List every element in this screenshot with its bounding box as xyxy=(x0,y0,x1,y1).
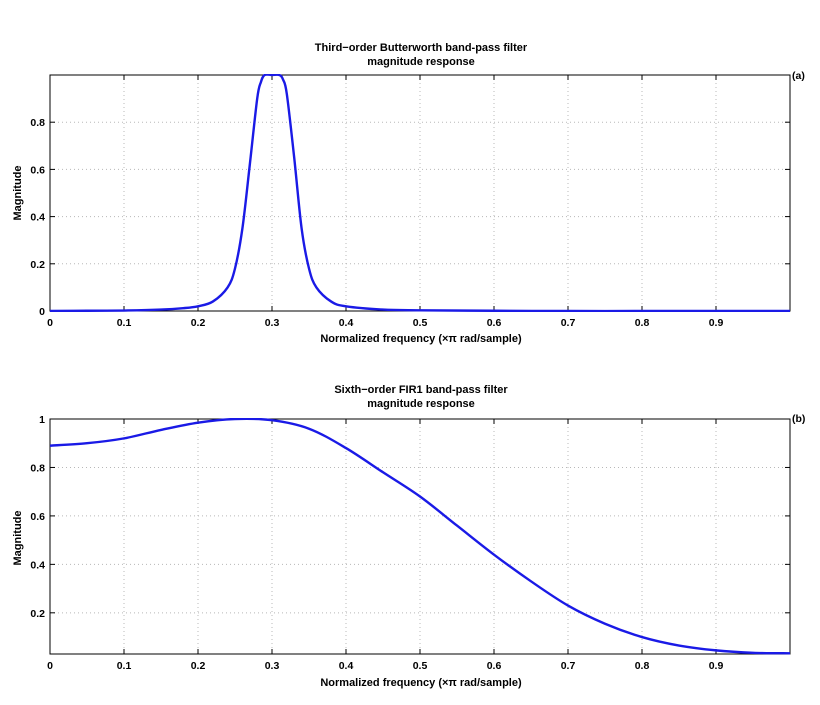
chart-b-y-tick-label-2: 0.6 xyxy=(30,511,45,523)
chart-a-x-tick-label-0: 0 xyxy=(47,317,53,329)
chart-b-y-tick-label-3: 0.8 xyxy=(30,462,45,474)
chart-a-x-axis-label: Normalized frequency (×π rad/sample) xyxy=(320,333,522,345)
panel-a: Third−order Butterworth band-pass filter… xyxy=(12,42,805,345)
chart-b-series-line-0 xyxy=(50,418,790,655)
chart-a-x-tick-label-1: 0.1 xyxy=(117,317,132,329)
chart-a-x-tick-label-9: 0.9 xyxy=(709,317,724,329)
chart-a-panel-tag: (a) xyxy=(792,70,805,82)
chart-b-y-tick-label-0: 0.2 xyxy=(30,608,45,620)
chart-b-x-tick-label-6: 0.6 xyxy=(487,660,502,672)
chart-b-y-axis-label: Magnitude xyxy=(12,511,24,566)
chart-b-panel-tag: (b) xyxy=(792,413,805,425)
chart-b-title-line-1: Sixth−order FIR1 band-pass filter xyxy=(334,384,508,396)
chart-b-x-tick-label-0: 0 xyxy=(47,660,53,672)
chart-b-x-tick-label-7: 0.7 xyxy=(561,660,576,672)
chart-b-x-tick-label-9: 0.9 xyxy=(709,660,724,672)
chart-b-y-tick-label-4: 1 xyxy=(39,414,45,426)
chart-b-x-tick-label-8: 0.8 xyxy=(635,660,650,672)
chart-a-y-tick-label-2: 0.4 xyxy=(30,212,45,224)
chart-a-x-tick-label-5: 0.5 xyxy=(413,317,428,329)
chart-a-title-line-2: magnitude response xyxy=(367,56,475,68)
chart-a-y-tick-label-4: 0.8 xyxy=(30,117,45,129)
chart-a-x-tick-label-8: 0.8 xyxy=(635,317,650,329)
chart-a-x-tick-label-2: 0.2 xyxy=(191,317,206,329)
chart-b-title-line-2: magnitude response xyxy=(367,398,475,410)
chart-a-series-line-0 xyxy=(50,74,790,312)
chart-a-x-tick-label-6: 0.6 xyxy=(487,317,502,329)
chart-a-y-tick-label-0: 0 xyxy=(39,306,45,318)
chart-b-x-tick-label-4: 0.4 xyxy=(339,660,354,672)
panel-b: Sixth−order FIR1 band-pass filter magnit… xyxy=(12,384,805,689)
chart-b-x-tick-label-5: 0.5 xyxy=(413,660,428,672)
chart-a-x-tick-label-3: 0.3 xyxy=(265,317,280,329)
chart-a-y-tick-label-1: 0.2 xyxy=(30,259,45,271)
chart-a-y-tick-label-3: 0.6 xyxy=(30,164,45,176)
chart-a-y-axis-label: Magnitude xyxy=(12,166,24,221)
chart-b-x-tick-label-1: 0.1 xyxy=(117,660,132,672)
chart-b-x-tick-label-3: 0.3 xyxy=(265,660,280,672)
chart-a-x-tick-label-7: 0.7 xyxy=(561,317,576,329)
chart-b-x-axis-label: Normalized frequency (×π rad/sample) xyxy=(320,677,522,689)
chart-a-x-tick-label-4: 0.4 xyxy=(339,317,354,329)
chart-b-y-tick-label-1: 0.4 xyxy=(30,559,45,571)
chart-a-title-line-1: Third−order Butterworth band-pass filter xyxy=(315,42,528,54)
chart-b-x-tick-label-2: 0.2 xyxy=(191,660,206,672)
